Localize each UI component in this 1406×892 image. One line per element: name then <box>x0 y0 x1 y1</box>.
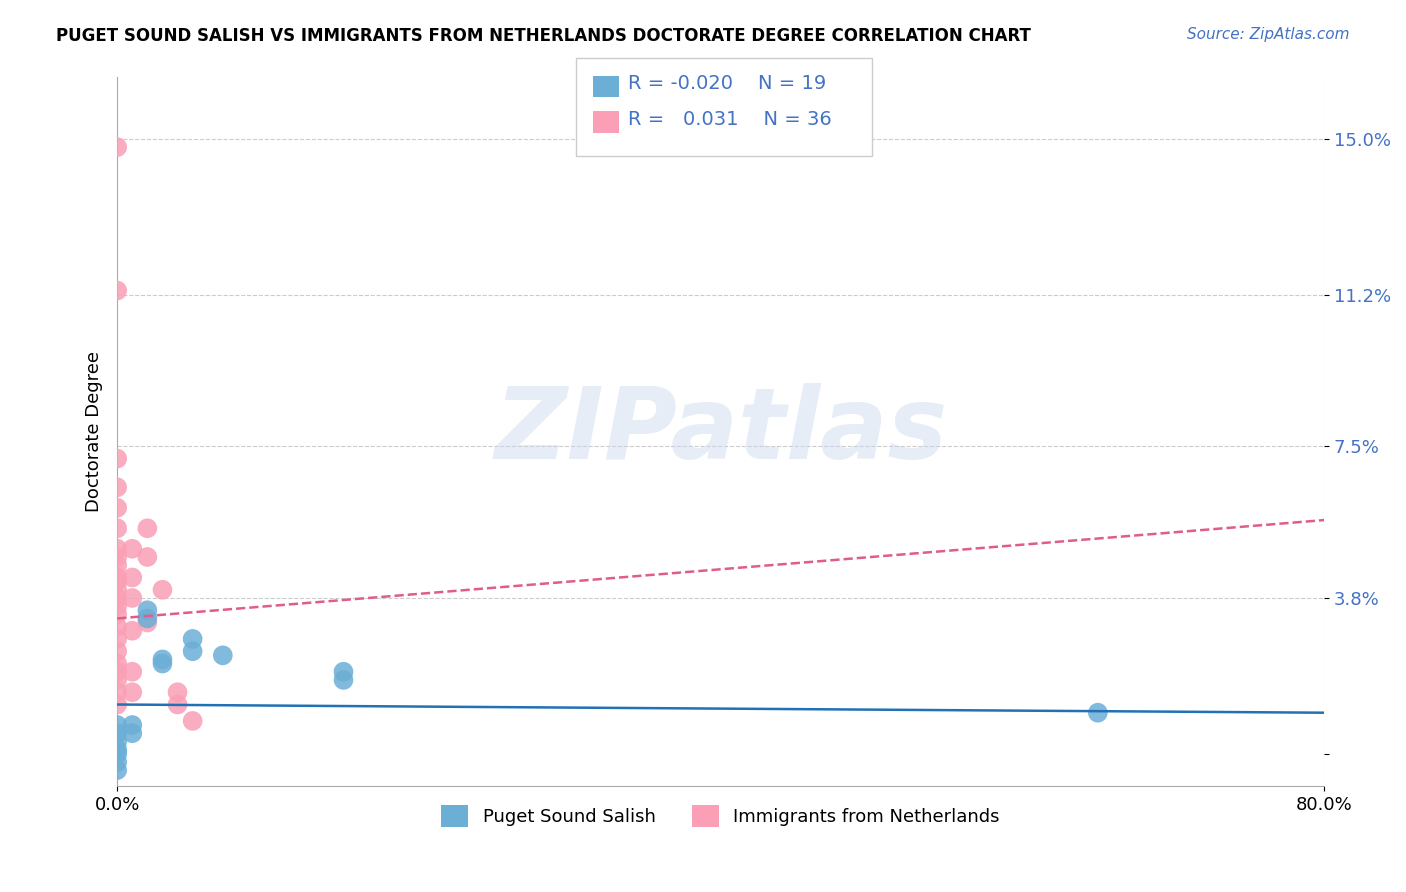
Point <box>105 644 128 658</box>
Point <box>105 698 128 712</box>
Point <box>181 644 204 658</box>
Point <box>105 685 128 699</box>
Point <box>332 673 354 687</box>
Point <box>105 284 128 298</box>
Point <box>105 500 128 515</box>
Point <box>105 665 128 679</box>
Point <box>136 603 159 617</box>
Point <box>105 549 128 564</box>
Point <box>105 558 128 573</box>
Point <box>152 582 174 597</box>
Point <box>136 615 159 630</box>
Point <box>332 665 354 679</box>
Point <box>105 541 128 556</box>
Point <box>136 521 159 535</box>
Point <box>105 747 128 761</box>
Point <box>105 480 128 494</box>
Point <box>152 657 174 671</box>
Point <box>136 611 159 625</box>
Point <box>105 140 128 154</box>
Point <box>105 521 128 535</box>
Point <box>105 582 128 597</box>
Legend: Puget Sound Salish, Immigrants from Netherlands: Puget Sound Salish, Immigrants from Neth… <box>434 797 1007 834</box>
Point <box>121 685 143 699</box>
Point <box>105 451 128 466</box>
Point <box>105 755 128 769</box>
Point <box>166 685 188 699</box>
Text: Source: ZipAtlas.com: Source: ZipAtlas.com <box>1187 27 1350 42</box>
Text: R = -0.020    N = 19: R = -0.020 N = 19 <box>628 74 827 94</box>
Text: R =   0.031    N = 36: R = 0.031 N = 36 <box>628 110 832 129</box>
Point <box>121 726 143 740</box>
Point <box>121 570 143 584</box>
Point <box>105 574 128 589</box>
Point <box>105 742 128 756</box>
Point <box>121 591 143 605</box>
Point <box>105 607 128 622</box>
Point <box>152 652 174 666</box>
Point <box>166 698 188 712</box>
Point <box>105 718 128 732</box>
Point <box>105 673 128 687</box>
Point <box>121 718 143 732</box>
Point <box>181 632 204 646</box>
Point <box>105 763 128 777</box>
Point <box>1087 706 1109 720</box>
Point <box>121 665 143 679</box>
Point <box>105 620 128 634</box>
Point <box>121 541 143 556</box>
Point <box>105 734 128 748</box>
Text: ZIPatlas: ZIPatlas <box>494 384 948 481</box>
Y-axis label: Doctorate Degree: Doctorate Degree <box>86 351 103 513</box>
Point <box>136 549 159 564</box>
Text: PUGET SOUND SALISH VS IMMIGRANTS FROM NETHERLANDS DOCTORATE DEGREE CORRELATION C: PUGET SOUND SALISH VS IMMIGRANTS FROM NE… <box>56 27 1031 45</box>
Point <box>105 599 128 614</box>
Point <box>211 648 233 663</box>
Point <box>105 726 128 740</box>
Point <box>105 657 128 671</box>
Point <box>105 591 128 605</box>
Point <box>105 632 128 646</box>
Point <box>105 570 128 584</box>
Point <box>121 624 143 638</box>
Point <box>181 714 204 728</box>
